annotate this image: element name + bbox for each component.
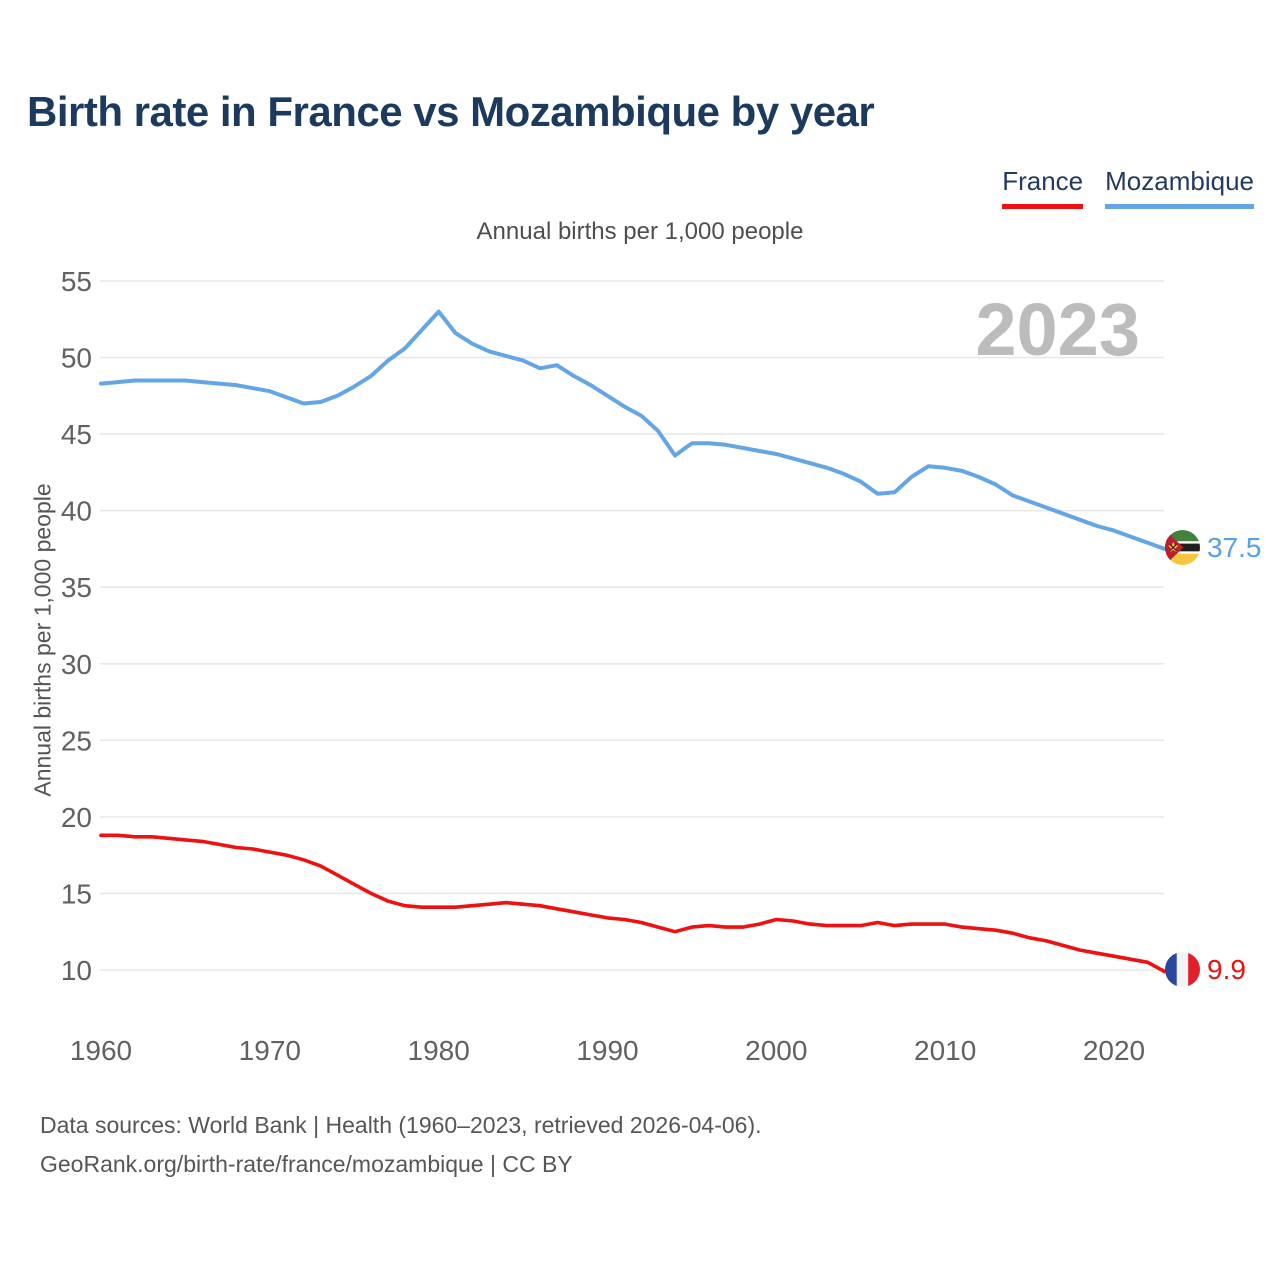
year-watermark: 2023 [975, 288, 1140, 371]
x-tick-label: 2010 [914, 1035, 976, 1066]
x-tick-label: 1960 [70, 1035, 132, 1066]
x-tick-label: 1970 [239, 1035, 301, 1066]
y-tick-label: 50 [61, 343, 92, 374]
chart-subtitle: Annual births per 1,000 people [476, 218, 804, 245]
footer-attribution: GeoRank.org/birth-rate/france/mozambique… [40, 1151, 573, 1177]
y-tick-label: 30 [61, 649, 92, 680]
y-tick-label: 20 [61, 802, 92, 833]
y-tick-label: 25 [61, 725, 92, 756]
end-label-mozambique: 37.5 [1165, 530, 1262, 565]
footer: Data sources: World Bank | Health (1960–… [40, 1106, 762, 1184]
france-flag-icon [1165, 952, 1200, 987]
legend: France Mozambique [1002, 166, 1254, 209]
y-tick-label: 45 [61, 419, 92, 450]
y-tick-label: 35 [61, 572, 92, 603]
footer-sources: Data sources: World Bank | Health (1960–… [40, 1112, 762, 1138]
legend-item-mozambique[interactable]: Mozambique [1105, 166, 1254, 209]
series-line-france[interactable] [99, 833, 1167, 974]
end-value-france: 9.9 [1207, 953, 1246, 985]
x-tick-label: 1980 [408, 1035, 470, 1066]
series-line-mozambique[interactable] [99, 309, 1167, 551]
legend-item-france[interactable]: France [1002, 166, 1084, 209]
x-tick-label: 1990 [576, 1035, 638, 1066]
y-tick-label: 15 [61, 878, 92, 909]
end-label-france: 9.9 [1165, 952, 1246, 987]
y-tick-label: 55 [61, 266, 92, 297]
mozambique-flag-icon [1165, 530, 1200, 565]
page-title: Birth rate in France vs Mozambique by ye… [27, 88, 875, 135]
y-tick-label: 40 [61, 496, 92, 527]
x-tick-label: 2000 [745, 1035, 807, 1066]
end-value-mozambique: 37.5 [1207, 531, 1262, 563]
x-tick-label: 2020 [1083, 1035, 1145, 1066]
y-tick-label: 10 [61, 955, 92, 986]
